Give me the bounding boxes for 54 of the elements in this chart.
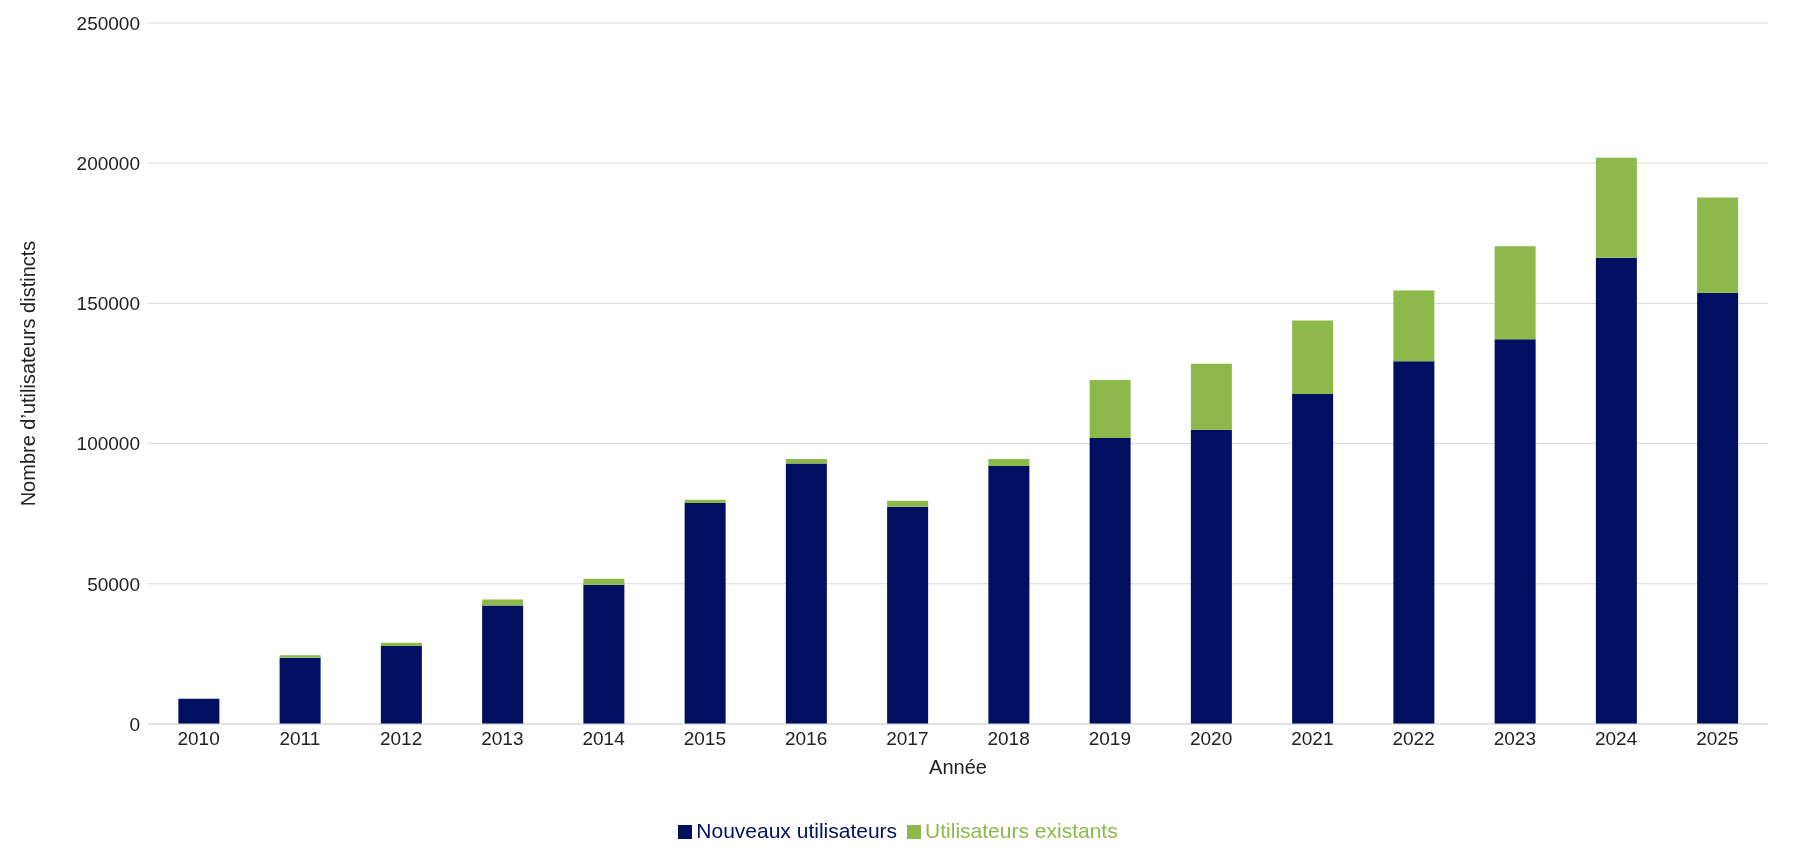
bar [482, 605, 524, 724]
bar [178, 698, 220, 724]
x-tick-label: 2024 [1594, 728, 1638, 750]
bar [583, 578, 625, 585]
bar [887, 500, 929, 507]
y-tick-label: 0 [129, 713, 140, 735]
y-axis-title: Nombre d’utilisateurs distincts [17, 240, 40, 507]
bar [1190, 429, 1232, 724]
bar [1089, 379, 1131, 438]
bar [1393, 361, 1435, 724]
y-tick-label: 100000 [76, 433, 140, 455]
bar [1494, 339, 1536, 724]
x-tick-label: 2016 [784, 728, 828, 750]
bar [1697, 292, 1739, 724]
bar [785, 463, 827, 724]
x-tick-label: 2020 [1189, 728, 1233, 750]
y-tick-label: 250000 [76, 12, 140, 34]
legend-label: Utilisateurs existants [925, 819, 1118, 842]
bar [1393, 290, 1435, 362]
bar [684, 503, 726, 724]
bar [1089, 437, 1131, 724]
bar [279, 657, 321, 724]
x-tick-label: 2015 [683, 728, 727, 750]
bar [1595, 257, 1637, 724]
x-tick-label: 2012 [379, 728, 423, 750]
y-tick-label: 150000 [76, 293, 140, 315]
x-tick-label: 2025 [1696, 728, 1739, 750]
bar [1697, 197, 1739, 293]
bar [988, 459, 1030, 467]
bar [380, 646, 422, 724]
x-tick-label: 2017 [886, 728, 929, 750]
y-tick-label: 50000 [87, 573, 140, 595]
legend-label: Nouveaux utilisateurs [696, 819, 898, 842]
x-axis-title: Année [929, 756, 987, 778]
x-tick-label: 2022 [1392, 728, 1435, 750]
x-tick-label: 2018 [987, 728, 1030, 750]
x-tick-label: 2011 [279, 728, 321, 750]
bar [1292, 320, 1334, 394]
x-tick-label: 2021 [1291, 728, 1334, 750]
bar [583, 584, 625, 724]
bar [1292, 393, 1334, 724]
bar [1190, 363, 1232, 430]
bar [785, 459, 827, 464]
bar [887, 506, 929, 724]
bar [279, 655, 321, 658]
x-tick-label: 2023 [1493, 728, 1537, 750]
bar [1595, 157, 1637, 258]
bar [1494, 246, 1536, 340]
x-tick-label: 2013 [481, 728, 524, 750]
x-tick-label: 2010 [177, 728, 220, 750]
x-tick-label: 2019 [1088, 728, 1132, 750]
bar [988, 466, 1030, 724]
x-tick-label: 2014 [582, 728, 626, 750]
y-tick-label: 200000 [76, 152, 140, 174]
